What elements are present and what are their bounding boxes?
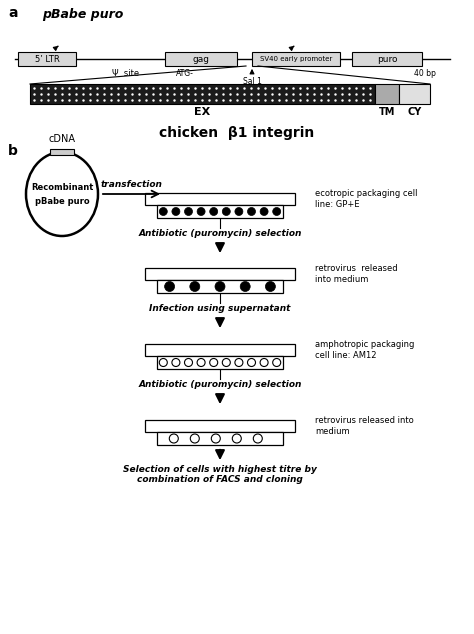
Circle shape bbox=[247, 358, 255, 366]
Bar bbox=[145, 344, 295, 356]
Text: ATG-: ATG- bbox=[176, 69, 194, 78]
Circle shape bbox=[159, 207, 167, 216]
Bar bbox=[18, 52, 76, 66]
Circle shape bbox=[273, 207, 281, 216]
Bar bbox=[157, 205, 283, 218]
Text: Sal 1: Sal 1 bbox=[243, 77, 262, 86]
Bar bbox=[157, 432, 283, 445]
Text: Selection of cells with highest titre by
combination of FACS and cloning: Selection of cells with highest titre by… bbox=[123, 465, 317, 484]
Circle shape bbox=[190, 434, 199, 443]
Text: Antibiotic (puromycin) selection: Antibiotic (puromycin) selection bbox=[138, 229, 301, 238]
Text: EX: EX bbox=[194, 107, 210, 117]
Circle shape bbox=[184, 207, 192, 216]
Circle shape bbox=[172, 207, 180, 216]
Circle shape bbox=[265, 281, 275, 292]
Bar bbox=[145, 193, 295, 205]
Circle shape bbox=[210, 207, 218, 216]
Circle shape bbox=[172, 358, 180, 366]
Text: CY: CY bbox=[407, 107, 422, 117]
Text: Infection using supernatant: Infection using supernatant bbox=[149, 304, 291, 313]
Text: ecotropic packaging cell
line: GP+E: ecotropic packaging cell line: GP+E bbox=[315, 190, 418, 209]
Circle shape bbox=[211, 434, 220, 443]
Text: chicken  β1 integrin: chicken β1 integrin bbox=[159, 126, 315, 140]
Text: a: a bbox=[8, 6, 18, 20]
Circle shape bbox=[215, 281, 225, 292]
Text: pBabe puro: pBabe puro bbox=[42, 8, 123, 21]
Text: gag: gag bbox=[192, 55, 210, 63]
Text: 5’ LTR: 5’ LTR bbox=[35, 55, 59, 63]
Circle shape bbox=[184, 358, 192, 366]
Text: transfection: transfection bbox=[101, 180, 163, 189]
Bar bbox=[157, 356, 283, 369]
Bar bbox=[145, 268, 295, 280]
Bar bbox=[252, 52, 340, 66]
Text: Ψ  site: Ψ site bbox=[112, 69, 139, 78]
Circle shape bbox=[169, 434, 178, 443]
Bar bbox=[352, 52, 422, 66]
Text: retrovirus released into
medium: retrovirus released into medium bbox=[315, 417, 414, 436]
Circle shape bbox=[197, 358, 205, 366]
Text: 40 bp: 40 bp bbox=[414, 69, 436, 78]
Text: retrovirus  released
into medium: retrovirus released into medium bbox=[315, 264, 398, 283]
Circle shape bbox=[260, 207, 268, 216]
Bar bbox=[30, 84, 375, 104]
Text: puro: puro bbox=[377, 55, 397, 63]
Circle shape bbox=[235, 207, 243, 216]
Text: TM: TM bbox=[379, 107, 395, 117]
Bar bbox=[165, 52, 237, 66]
Bar bbox=[157, 280, 283, 293]
Circle shape bbox=[232, 434, 241, 443]
Circle shape bbox=[222, 207, 230, 216]
Circle shape bbox=[159, 358, 167, 366]
Circle shape bbox=[197, 207, 205, 216]
Circle shape bbox=[247, 207, 255, 216]
Text: Recombinant: Recombinant bbox=[31, 183, 93, 191]
Bar bbox=[399, 84, 430, 104]
Bar bbox=[50, 149, 74, 155]
Text: pBabe puro: pBabe puro bbox=[35, 197, 89, 205]
Text: amphotropic packaging
cell line: AM12: amphotropic packaging cell line: AM12 bbox=[315, 340, 414, 359]
Text: b: b bbox=[8, 144, 18, 158]
Circle shape bbox=[190, 281, 200, 292]
Circle shape bbox=[235, 358, 243, 366]
Circle shape bbox=[210, 358, 218, 366]
Circle shape bbox=[164, 281, 174, 292]
Circle shape bbox=[253, 434, 262, 443]
Circle shape bbox=[260, 358, 268, 366]
Bar bbox=[375, 84, 399, 104]
Circle shape bbox=[273, 358, 281, 366]
Text: cDNA: cDNA bbox=[48, 134, 75, 144]
Circle shape bbox=[222, 358, 230, 366]
Circle shape bbox=[240, 281, 250, 292]
Text: SV40 early promoter: SV40 early promoter bbox=[260, 56, 332, 62]
Ellipse shape bbox=[26, 152, 98, 236]
Bar bbox=[145, 420, 295, 432]
Text: Antibiotic (puromycin) selection: Antibiotic (puromycin) selection bbox=[138, 380, 301, 389]
